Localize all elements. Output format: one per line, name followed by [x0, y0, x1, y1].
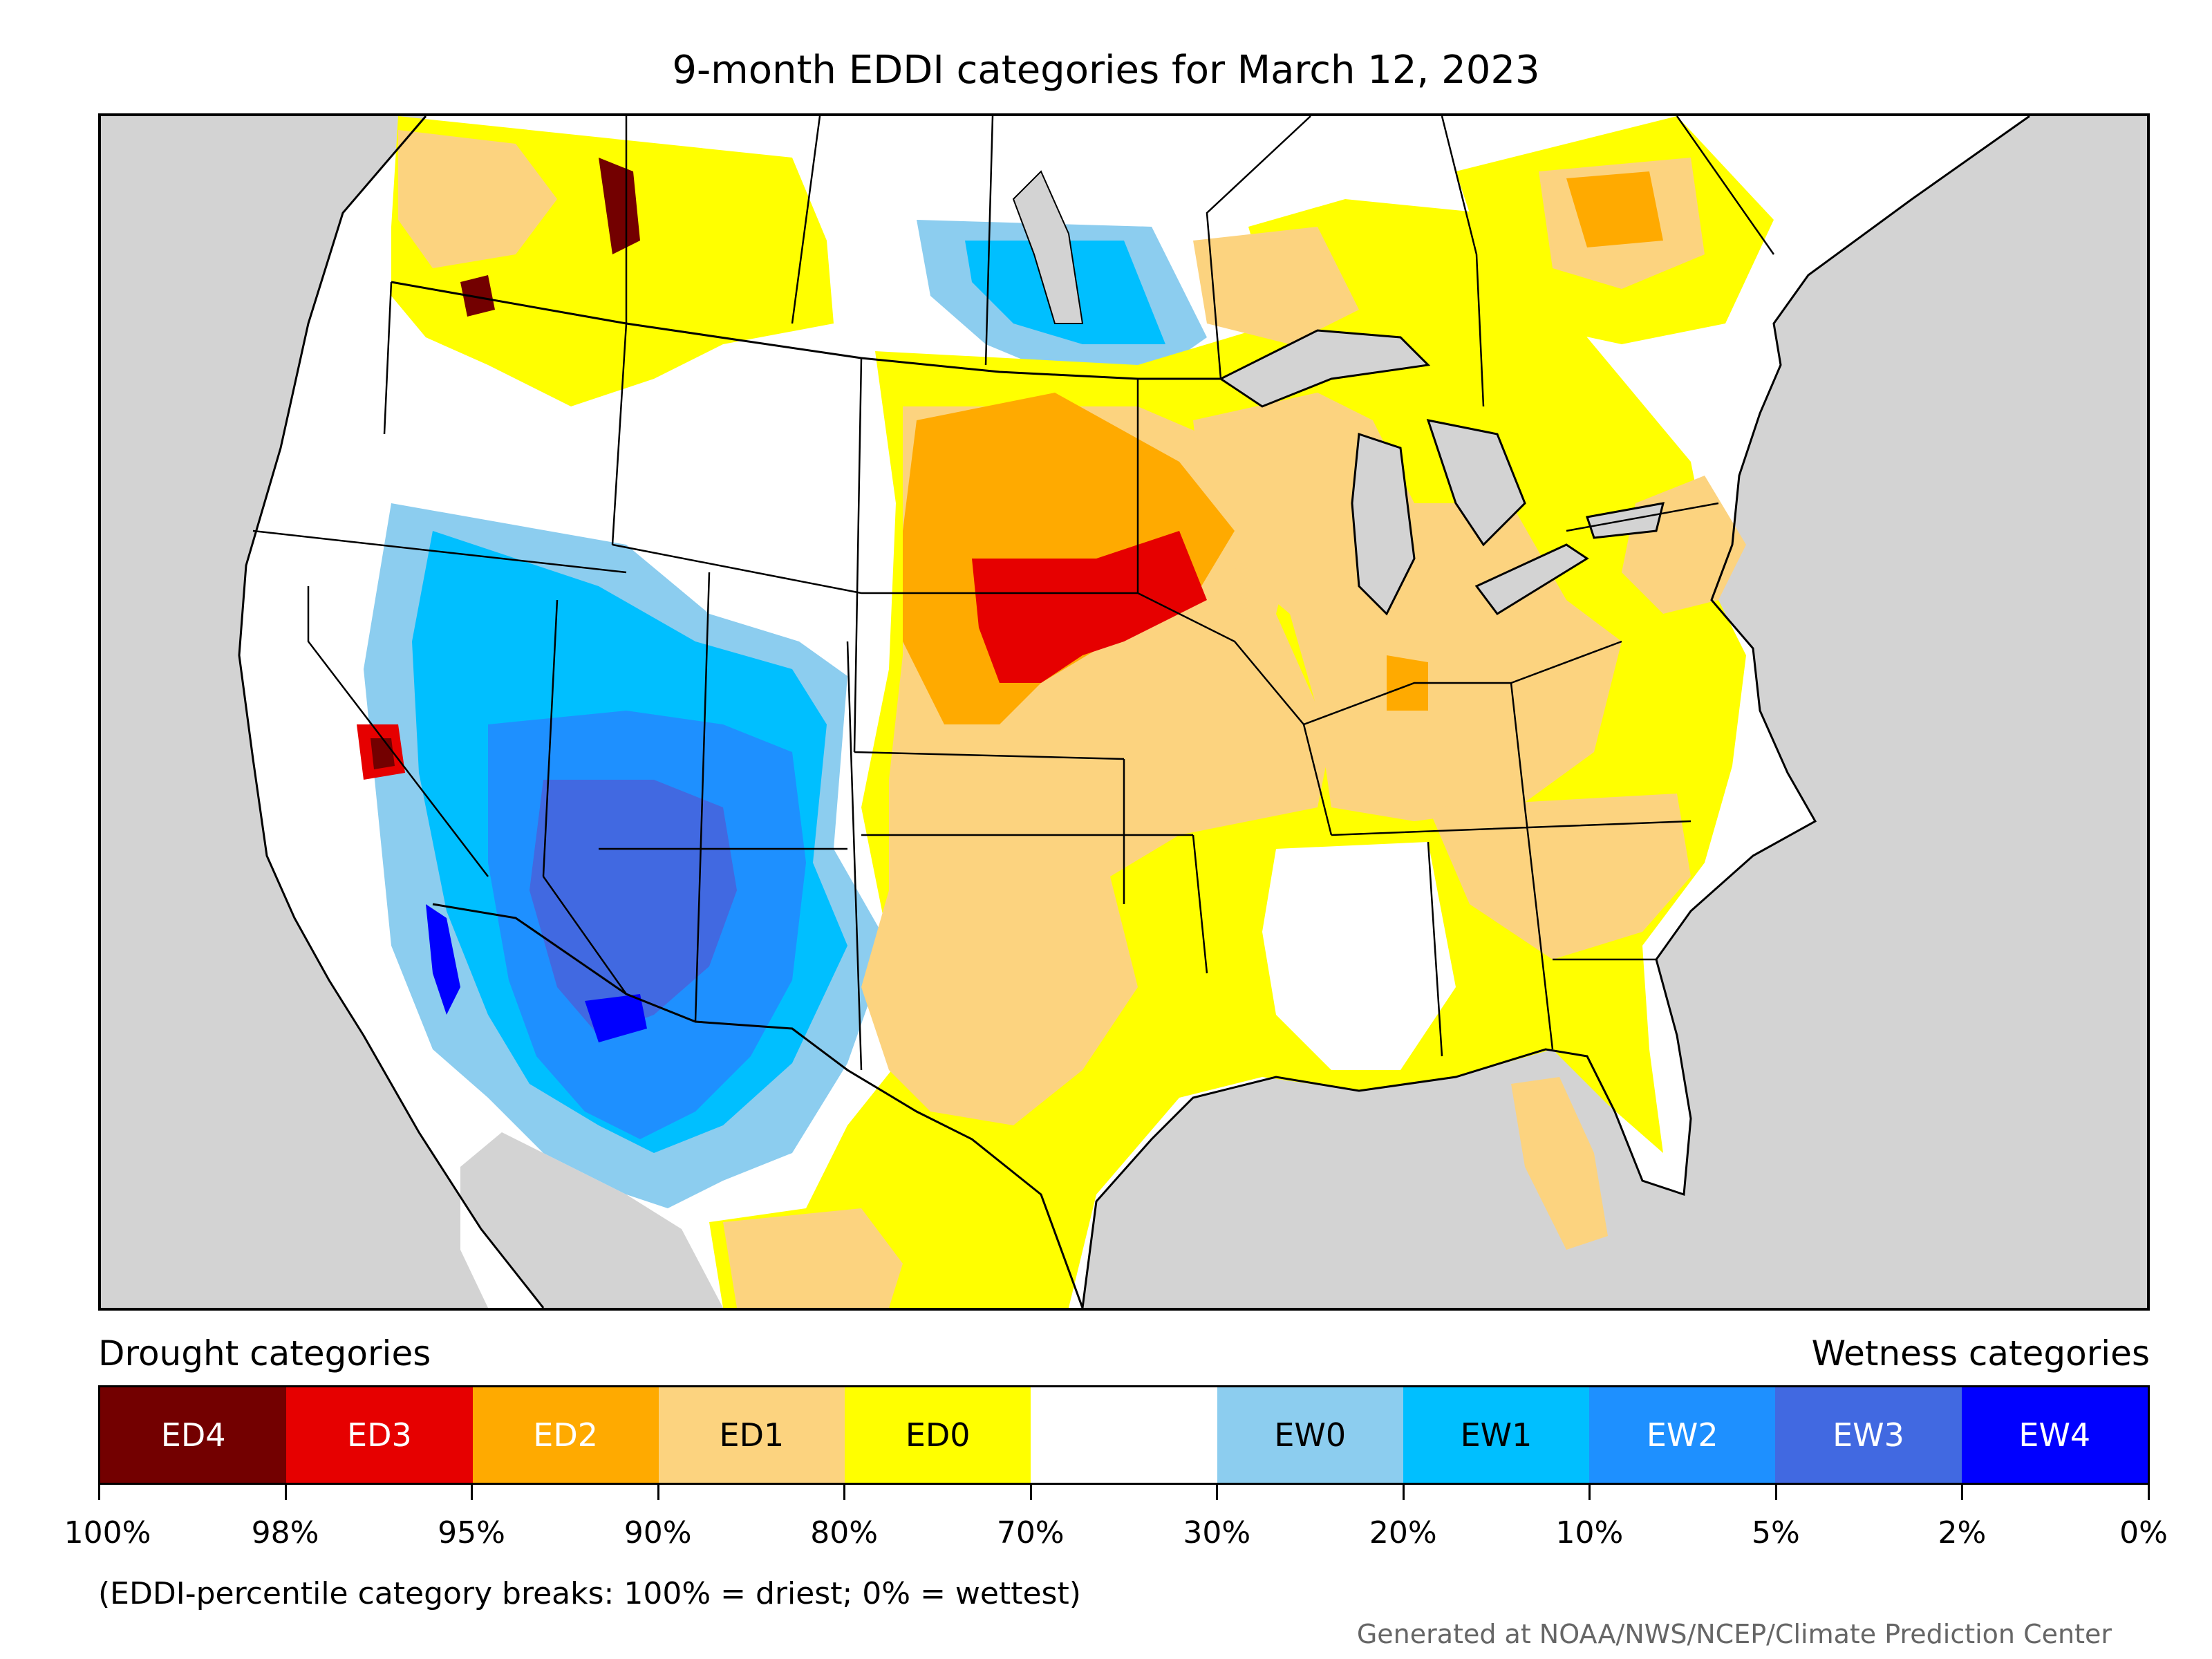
tick-mark	[1029, 1485, 1032, 1500]
credit-line: Generated at NOAA/NWS/NCEP/Climate Predi…	[1356, 1619, 2112, 1649]
tick-label: 0%	[2119, 1515, 2168, 1550]
ed1-ontario	[1193, 227, 1359, 344]
ed2-quebec	[1566, 171, 1663, 247]
lake-superior	[1219, 329, 1431, 408]
legend-swatch-neutral	[1031, 1387, 1217, 1483]
ed1-south-texas	[723, 1208, 903, 1308]
tick-mark	[471, 1485, 474, 1500]
lake-huron	[1426, 419, 1526, 547]
legend-swatch-ew4: EW4	[1961, 1387, 2148, 1483]
tick-label: 90%	[624, 1515, 692, 1550]
tick-label: 80%	[810, 1515, 879, 1550]
tick-mark	[1774, 1485, 1777, 1500]
tick-label: 10%	[1555, 1515, 1624, 1550]
drought-heading: Drought categories	[98, 1333, 431, 1374]
tick-label: 95%	[438, 1515, 505, 1550]
legend-swatch-ed3: ED3	[286, 1387, 473, 1483]
tick-mark	[1588, 1485, 1591, 1500]
tick-mark	[98, 1485, 100, 1500]
category-note: (EDDI-percentile category breaks: 100% =…	[98, 1576, 1081, 1611]
ed1-pacific-nw	[398, 130, 557, 268]
ed3-nebraska	[972, 531, 1207, 683]
legend-swatch-ed4: ED4	[100, 1387, 287, 1483]
tick-mark	[657, 1485, 659, 1500]
lake-erie	[1474, 543, 1589, 615]
tick-mark	[2148, 1485, 2150, 1500]
ew3-region	[529, 780, 737, 1035]
color-bar: ED4 ED3 ED2 ED1 ED0 EW0 EW1 EW2 EW3 EW4	[98, 1385, 2150, 1485]
tick-label: 70%	[996, 1515, 1065, 1550]
coastline	[238, 116, 2030, 1308]
legend-swatch-ed2: ED2	[472, 1387, 659, 1483]
legend-swatch-ed0: ED0	[845, 1387, 1031, 1483]
us-canada-border	[391, 281, 1221, 380]
tick-label: 5%	[1752, 1515, 1800, 1550]
ed4-montana	[599, 158, 640, 254]
map-title: 9-month EDDI categories for March 12, 20…	[672, 48, 1540, 93]
tick-label: 2%	[1938, 1515, 1987, 1550]
ed1-florida	[1511, 1077, 1608, 1250]
legend-swatch-ew0: EW0	[1217, 1387, 1403, 1483]
legend-swatch-ew3: EW3	[1775, 1387, 1962, 1483]
lake-winnipeg	[1012, 170, 1084, 324]
color-bar-ticks	[98, 1485, 2150, 1512]
neutral-southeast	[1262, 842, 1456, 1070]
ed1-carolinas	[1428, 794, 1691, 959]
ed4-washington	[460, 275, 495, 317]
tick-label: 20%	[1369, 1515, 1437, 1550]
lake-michigan	[1351, 432, 1416, 616]
tick-mark	[1961, 1485, 1964, 1500]
tick-mark	[1402, 1485, 1405, 1500]
map-graphic	[238, 116, 2030, 1308]
canada-province-borders	[625, 116, 1775, 407]
tick-label: 98%	[251, 1515, 319, 1550]
tick-mark	[843, 1485, 846, 1500]
tick-label: 100%	[64, 1515, 151, 1550]
ed2-indiana	[1387, 655, 1428, 711]
tick-mark	[1216, 1485, 1219, 1500]
tick-mark	[284, 1485, 287, 1500]
wetness-heading: Wetness categories	[1811, 1333, 2150, 1374]
eddi-map	[98, 113, 2150, 1311]
us-mexico-border	[432, 903, 1084, 1308]
tick-label: 30%	[1183, 1515, 1251, 1550]
ew4-arizona	[585, 994, 647, 1042]
legend-swatch-ew2: EW2	[1589, 1387, 1776, 1483]
state-borders	[252, 281, 1719, 1071]
ed4-california	[371, 738, 395, 769]
legend-swatch-ew1: EW1	[1403, 1387, 1590, 1483]
ew4-coast	[426, 904, 460, 1015]
legend-swatch-ed1: ED1	[658, 1387, 845, 1483]
